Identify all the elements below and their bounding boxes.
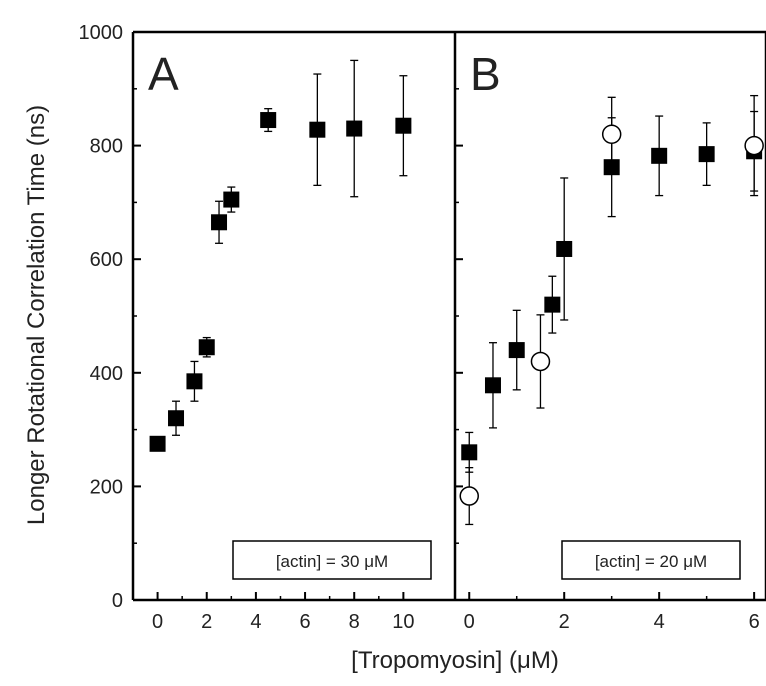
data-point-square — [395, 117, 412, 134]
data-point-circle — [601, 124, 622, 144]
data-point-square — [698, 146, 715, 163]
annotation-box — [232, 540, 432, 580]
panel-label: B — [470, 48, 501, 100]
y-tick-label: 200 — [90, 476, 123, 498]
x-tick-label: 2 — [559, 611, 570, 633]
data-point-square — [484, 377, 501, 394]
data-point-square — [309, 121, 326, 138]
data-point-square — [211, 214, 228, 231]
annotation-text: [actin] = 30 μM — [276, 552, 388, 571]
data-point-square — [198, 339, 215, 356]
data-point-circle — [744, 135, 764, 156]
x-axis-label: [Tropomyosin] (μM) — [351, 647, 559, 674]
data-point-square — [346, 120, 363, 137]
x-tick-label: 6 — [299, 611, 310, 633]
data-point-square — [508, 342, 525, 359]
data-point-square — [260, 112, 277, 129]
annotation-box — [561, 540, 741, 580]
x-tick-label: 0 — [152, 611, 163, 633]
x-tick-label: 4 — [654, 611, 665, 633]
y-tick-label: 0 — [112, 590, 123, 612]
x-tick-label: 10 — [392, 611, 414, 633]
data-point-square — [149, 435, 166, 452]
panel-A: 0 200 400 600 800 1000 0 2 4 6 8 10 A [actin] = 30 μM — [79, 22, 455, 633]
y-tick-label: 800 — [90, 136, 123, 158]
data-point-square — [651, 147, 668, 164]
data-point-square — [556, 240, 573, 257]
y-tick-label: 600 — [90, 249, 123, 271]
x-tick-label: 6 — [749, 611, 760, 633]
x-tick-label: 4 — [250, 611, 261, 633]
data-point-square — [168, 410, 185, 427]
x-tick-label: 0 — [464, 611, 475, 633]
y-tick-label: 1000 — [79, 22, 124, 44]
annotation-text: [actin] = 20 μM — [595, 552, 707, 571]
panel-label: A — [148, 48, 179, 100]
y-axis-label: Longer Rotational Correlation Time (ns) — [23, 105, 50, 525]
x-tick-label: 8 — [349, 611, 360, 633]
data-point-square — [223, 191, 240, 208]
data-point-square — [544, 296, 561, 313]
data-point-square — [186, 373, 203, 390]
data-point-circle — [459, 486, 479, 506]
data-point-square — [461, 444, 478, 461]
panel-B: 0 2 4 6 B [actin] = 20 μM — [453, 30, 766, 633]
y-tick-label: 400 — [90, 363, 123, 385]
chart-panels: 0 200 400 600 800 1000 0 2 4 6 8 10 A [actin] = 30 μM… — [79, 22, 766, 633]
x-tick-label: 2 — [201, 611, 212, 633]
data-point-circle — [530, 351, 551, 372]
